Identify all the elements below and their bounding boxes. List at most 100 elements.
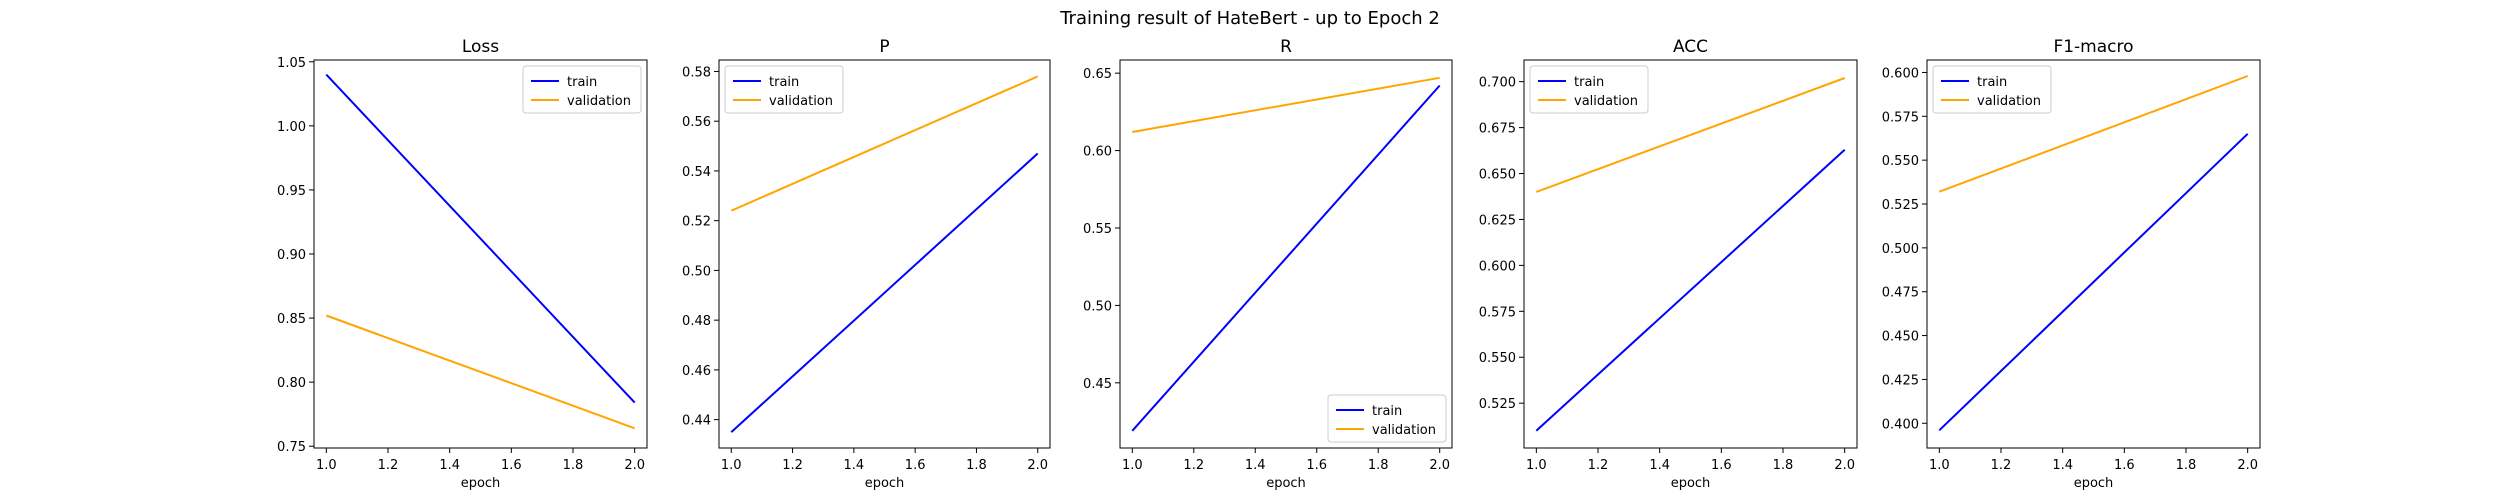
y-tick-label: 0.50 [1083, 299, 1112, 314]
y-tick-label: 0.50 [682, 264, 711, 279]
y-tick-label: 0.400 [1882, 417, 1919, 432]
x-tick-label: 1.2 [1183, 458, 1204, 473]
y-tick-label: 0.56 [682, 115, 711, 130]
y-tick-label: 0.54 [682, 165, 711, 180]
series-line-validation [325, 314, 636, 430]
legend: train validation [1327, 394, 1447, 443]
x-axis-label: epoch [1671, 476, 1711, 491]
y-tick-label: 0.650 [1479, 168, 1516, 183]
legend-label-train: train [769, 75, 799, 90]
y-tick-label: 0.48 [682, 314, 711, 329]
series-line-train [730, 152, 1039, 433]
y-tick-label: 0.525 [1882, 198, 1919, 213]
x-tick-label: 1.6 [501, 458, 522, 473]
axes-frame [718, 59, 1051, 449]
legend-label-validation: validation [1977, 94, 2041, 109]
legend-box [1327, 394, 1447, 443]
series-line-train [325, 73, 636, 404]
x-tick-label: 2.0 [624, 458, 645, 473]
y-tick-label: 0.85 [277, 312, 306, 327]
y-tick-label: 0.625 [1479, 213, 1516, 228]
x-tick-label: 1.6 [905, 458, 926, 473]
x-tick-label: 1.0 [721, 458, 742, 473]
subplot-title: R [1280, 37, 1292, 57]
legend-box [1932, 65, 2052, 114]
legend-label-train: train [1977, 75, 2007, 90]
x-tick-label: 1.4 [1245, 458, 1266, 473]
x-tick-label: 1.2 [378, 458, 399, 473]
y-tick-label: 1.00 [277, 120, 306, 135]
legend-label-train: train [1574, 75, 1604, 90]
x-tick-label: 1.0 [1526, 458, 1547, 473]
series-line-train [1938, 133, 2249, 432]
y-tick-label: 0.550 [1882, 154, 1919, 169]
legend-box [724, 65, 844, 114]
x-tick-label: 1.8 [2176, 458, 2197, 473]
y-tick-label: 0.95 [277, 184, 306, 199]
x-tick-label: 1.8 [1773, 458, 1794, 473]
series-line-train [1131, 84, 1441, 432]
series-line-validation [1132, 76, 1440, 133]
axes-frame [1119, 59, 1453, 449]
y-tick-label: 0.46 [682, 364, 711, 379]
y-tick-label: 0.575 [1882, 110, 1919, 125]
y-tick-label: 0.45 [1083, 377, 1112, 392]
axes-frame [313, 59, 648, 449]
legend-label-validation: validation [567, 94, 631, 109]
series-line-validation [730, 75, 1039, 212]
y-tick-label: 0.425 [1882, 373, 1919, 388]
legend: train validation [522, 65, 642, 114]
y-tick-label: 0.525 [1479, 397, 1516, 412]
y-tick-label: 0.44 [682, 414, 711, 429]
subplot-title: ACC [1673, 37, 1708, 57]
series-line-validation [1535, 77, 1846, 193]
x-tick-label: 1.4 [1649, 458, 1670, 473]
subplot-4: 1.0 1.2 1.4 1.6 1.8 2.0 0.525 0.550 0.575 0.600 0.… [1479, 37, 1858, 491]
legend: train validation [724, 65, 844, 114]
x-axis-label: epoch [461, 476, 501, 491]
subplot-title: F1-macro [2053, 37, 2133, 57]
y-tick-label: 0.55 [1083, 222, 1112, 237]
x-tick-label: 1.4 [439, 458, 460, 473]
y-tick-label: 0.675 [1479, 122, 1516, 137]
x-tick-label: 2.0 [2237, 458, 2258, 473]
x-tick-label: 1.4 [844, 458, 865, 473]
legend: train validation [1529, 65, 1649, 114]
series-line-validation [1938, 75, 2249, 193]
legend: train validation [1932, 65, 2052, 114]
legend-label-validation: validation [769, 94, 833, 109]
x-tick-label: 1.0 [1929, 458, 1950, 473]
x-tick-label: 1.8 [966, 458, 987, 473]
y-tick-label: 0.75 [277, 440, 306, 455]
x-tick-label: 1.6 [2114, 458, 2135, 473]
subplot-5: 1.0 1.2 1.4 1.6 1.8 2.0 0.400 0.425 0.450 0.475 0.… [1882, 37, 2261, 491]
axes-frame [1523, 59, 1858, 449]
x-tick-label: 1.2 [1991, 458, 2012, 473]
legend-label-train: train [567, 75, 597, 90]
legend-box [1529, 65, 1649, 114]
y-tick-label: 0.550 [1479, 351, 1516, 366]
x-tick-label: 2.0 [1429, 458, 1450, 473]
y-tick-label: 0.90 [277, 248, 306, 263]
x-tick-label: 1.8 [1368, 458, 1389, 473]
subplot-3: 1.0 1.2 1.4 1.6 1.8 2.0 0.45 0.50 0.55 0.60 0.65 Re… [1083, 37, 1453, 491]
legend-label-validation: validation [1574, 94, 1638, 109]
y-tick-label: 0.700 [1479, 76, 1516, 91]
figure-title: Training result of HateBert - up to Epoc… [1059, 8, 1440, 29]
y-tick-label: 0.80 [277, 376, 306, 391]
series-line-train [1535, 148, 1846, 432]
x-tick-label: 1.8 [563, 458, 584, 473]
y-tick-label: 0.65 [1083, 67, 1112, 82]
x-tick-label: 1.2 [1588, 458, 1609, 473]
legend-box [522, 65, 642, 114]
subplot-title: P [879, 37, 889, 57]
y-tick-label: 0.600 [1882, 66, 1919, 81]
x-tick-label: 1.0 [316, 458, 337, 473]
subplot-2: 1.0 1.2 1.4 1.6 1.8 2.0 0.44 0.46 0.48 0.50 0.52 0.… [682, 37, 1051, 491]
subplot-title: Loss [462, 37, 499, 57]
y-tick-label: 0.52 [682, 215, 711, 230]
y-tick-label: 0.60 [1083, 145, 1112, 160]
y-tick-label: 0.500 [1882, 242, 1919, 257]
y-tick-label: 0.450 [1882, 330, 1919, 345]
